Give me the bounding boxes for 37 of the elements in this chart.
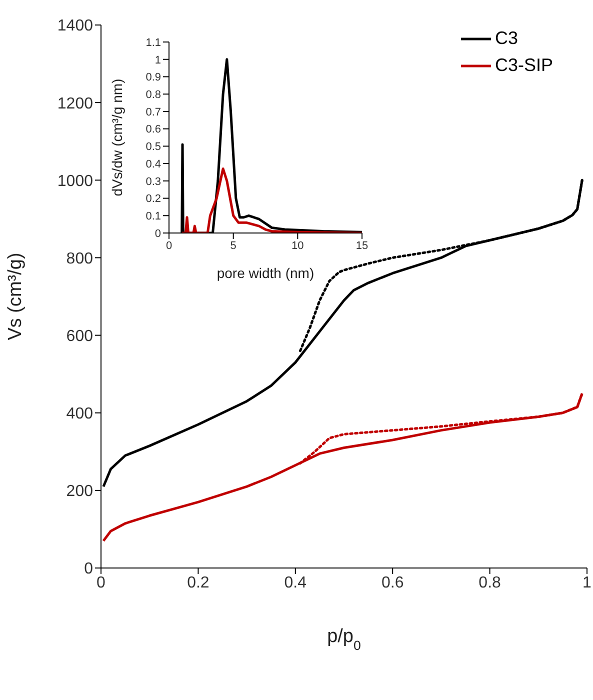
y-tick-label: 1000 [57, 172, 94, 190]
y-tick-label: 0 [84, 560, 94, 578]
y-tick-label: 200 [66, 483, 94, 500]
y-axis-title: Vs (cm³/g) [5, 252, 26, 340]
x-tick-label: 0 [96, 574, 106, 592]
y-tick-label: 1200 [57, 95, 94, 112]
x-tick-label: 0.6 [381, 574, 404, 592]
x-tick-label: 0.2 [187, 574, 210, 592]
x-tick-label: 0.8 [478, 574, 502, 592]
x-axis-title: pore width (nm) [216, 265, 314, 281]
x-tick-label: 1 [582, 574, 592, 592]
line-series [180, 168, 362, 233]
x-tick-label: 5 [230, 240, 236, 252]
x-tick-label: 10 [292, 240, 304, 252]
y-tick-label: 1.1 [146, 36, 161, 49]
y-tick-label: 0.4 [146, 158, 161, 170]
x-tick-label: 0.4 [284, 574, 307, 592]
y-axis-title: dVs/dw (cm³/g nm) [109, 78, 125, 196]
y-tick-label: 0.7 [146, 106, 161, 118]
y-tick-label: 0.5 [146, 141, 161, 154]
y-tick-label: 0.2 [146, 193, 161, 206]
legend-label: C3 [494, 28, 518, 49]
y-tick-label: 400 [66, 406, 94, 423]
y-tick-label: 1 [154, 54, 161, 66]
x-axis-title: p/p$_{0}$ [327, 626, 361, 652]
x-tick-label: 0 [166, 240, 172, 252]
y-tick-label: 0 [154, 228, 161, 240]
x-tick-label: 15 [356, 240, 368, 252]
y-tick-label: 0.9 [146, 72, 161, 84]
y-tick-label: 800 [66, 250, 94, 268]
y-tick-label: 0.8 [146, 88, 161, 101]
y-tick-label: 0.1 [146, 210, 161, 223]
y-tick-label: 0.3 [146, 176, 161, 188]
y-tick-label: 0.6 [146, 124, 161, 136]
legend-label: C3-SIP [494, 55, 553, 76]
y-tick-label: 600 [66, 328, 94, 345]
y-tick-label: 1400 [57, 18, 94, 35]
